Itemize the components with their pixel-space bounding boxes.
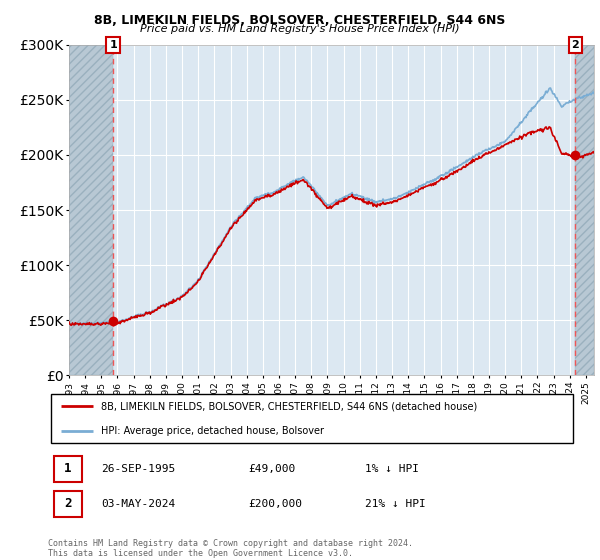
Text: £49,000: £49,000: [248, 464, 296, 474]
Text: 1: 1: [109, 40, 117, 50]
Text: 26-SEP-1995: 26-SEP-1995: [101, 464, 175, 474]
FancyBboxPatch shape: [50, 394, 574, 443]
Text: 21% ↓ HPI: 21% ↓ HPI: [365, 498, 425, 508]
Text: HPI: Average price, detached house, Bolsover: HPI: Average price, detached house, Bols…: [101, 426, 324, 436]
Text: 1% ↓ HPI: 1% ↓ HPI: [365, 464, 419, 474]
Text: 2: 2: [571, 40, 579, 50]
FancyBboxPatch shape: [55, 491, 82, 516]
Text: £200,000: £200,000: [248, 498, 302, 508]
Text: 8B, LIMEKILN FIELDS, BOLSOVER, CHESTERFIELD, S44 6NS (detached house): 8B, LIMEKILN FIELDS, BOLSOVER, CHESTERFI…: [101, 402, 477, 412]
Text: 2: 2: [64, 497, 72, 510]
Text: 8B, LIMEKILN FIELDS, BOLSOVER, CHESTERFIELD, S44 6NS: 8B, LIMEKILN FIELDS, BOLSOVER, CHESTERFI…: [94, 14, 506, 27]
Bar: [69, 45, 113, 375]
Text: 03-MAY-2024: 03-MAY-2024: [101, 498, 175, 508]
Text: Contains HM Land Registry data © Crown copyright and database right 2024.
This d: Contains HM Land Registry data © Crown c…: [48, 539, 413, 558]
Bar: [575, 45, 594, 375]
FancyBboxPatch shape: [55, 456, 82, 482]
Text: 1: 1: [64, 463, 72, 475]
Text: Price paid vs. HM Land Registry's House Price Index (HPI): Price paid vs. HM Land Registry's House …: [140, 24, 460, 34]
